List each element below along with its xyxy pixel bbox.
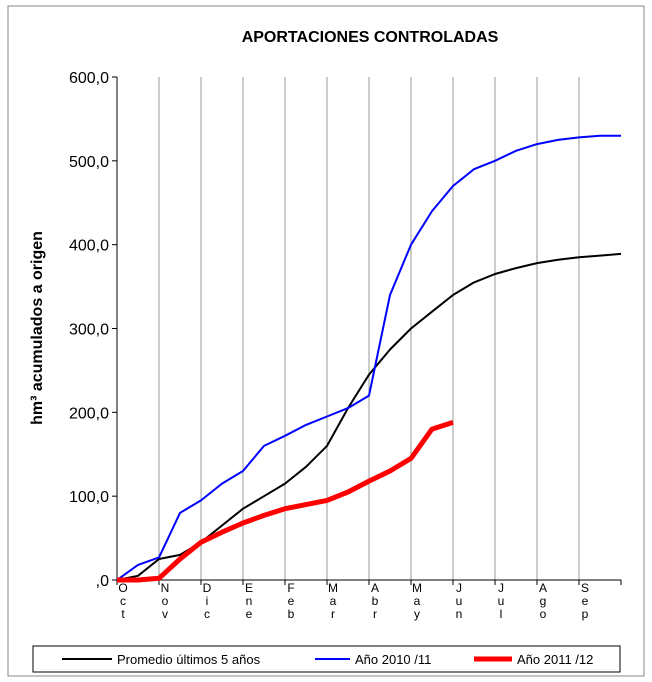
y-axis-label: hm³ acumulados a origen [29, 231, 46, 425]
y-tick-label: 500,0 [69, 154, 109, 171]
legend-label: Año 2011 /12 [517, 652, 593, 667]
y-tick-label: 400,0 [69, 238, 109, 255]
y-tick-label: 100,0 [69, 489, 109, 506]
series-line [116, 134, 621, 581]
y-tick-label: 200,0 [69, 405, 109, 422]
series-line [117, 420, 454, 583]
y-tick-label: 600,0 [69, 70, 109, 87]
y-tick-label: ,0 [96, 573, 109, 590]
chart-title: APORTACIONES CONTROLADAS [242, 29, 499, 46]
y-tick-label: 300,0 [69, 322, 109, 339]
legend-label: Promedio últimos 5 años [117, 652, 261, 667]
legend-label: Año 2010 /11 [355, 652, 431, 667]
